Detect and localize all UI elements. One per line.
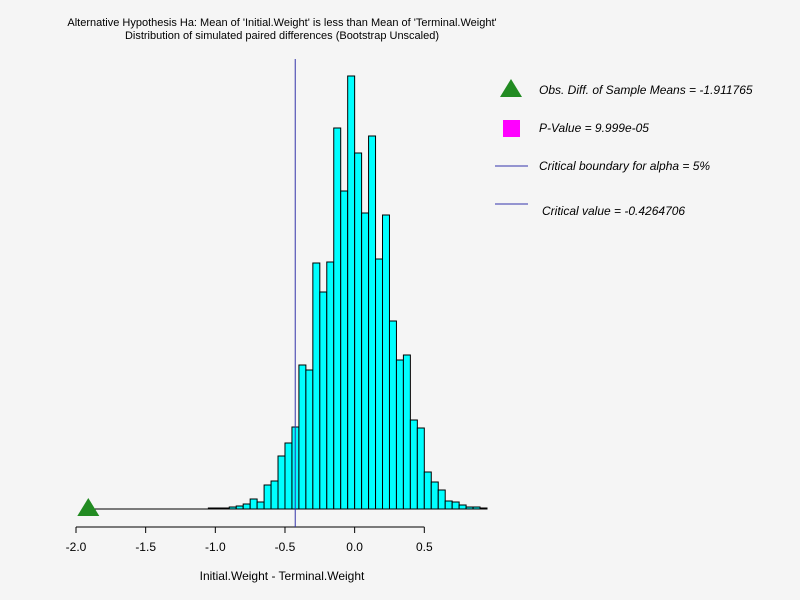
chart-title: Alternative Hypothesis Ha: Mean of 'Init… [67, 17, 496, 29]
bar [423, 471, 432, 510]
x-tick-label: -0.5 [275, 540, 296, 554]
bar [249, 498, 258, 510]
legend-text: Critical boundary for alpha = 5% [539, 159, 710, 173]
bar [207, 507, 216, 510]
bar [270, 480, 279, 510]
bar [368, 135, 377, 510]
bar [242, 503, 251, 510]
x-tick-label: -1.5 [135, 540, 156, 554]
bar [333, 127, 342, 510]
bar [361, 212, 370, 510]
legend-text: Critical value = -0.4264706 [542, 204, 685, 218]
bar [437, 489, 446, 510]
observed-marker [77, 498, 100, 516]
bar [263, 484, 272, 510]
bar [284, 442, 293, 510]
legend-text: P-Value = 9.999e-05 [539, 121, 649, 135]
bar [235, 505, 244, 510]
legend-text: Obs. Diff. of Sample Means = -1.911765 [539, 83, 753, 97]
bar [444, 500, 453, 510]
bar [298, 364, 307, 510]
bar [277, 455, 286, 510]
bar [465, 506, 474, 510]
x-tick-label: 0.0 [346, 540, 363, 554]
bar [402, 354, 411, 510]
bar [319, 291, 328, 510]
bar [388, 320, 397, 510]
x-tick-label: -2.0 [66, 540, 87, 554]
x-axis-label: Initial.Weight - Terminal.Weight [200, 569, 365, 583]
legend-triangle [500, 79, 522, 97]
bar [221, 507, 230, 510]
bar [326, 261, 335, 510]
bar [409, 419, 418, 510]
bar [479, 507, 488, 510]
bar [430, 481, 439, 510]
chart-subtitle: Distribution of simulated paired differe… [125, 30, 439, 42]
bar [305, 369, 314, 510]
bar [228, 506, 237, 510]
bar [347, 75, 356, 510]
bar [312, 262, 321, 510]
bar [354, 152, 363, 510]
x-tick-label: -1.0 [205, 540, 226, 554]
bar [416, 427, 425, 510]
bar [340, 190, 349, 510]
bar [382, 214, 390, 510]
bar [256, 501, 265, 510]
bar [214, 507, 223, 510]
legend-square [503, 120, 520, 137]
bar [458, 504, 467, 510]
bar [451, 501, 460, 510]
bar [472, 506, 481, 510]
x-tick-label: 0.5 [416, 540, 433, 554]
bar [375, 258, 384, 510]
bar [395, 359, 404, 510]
